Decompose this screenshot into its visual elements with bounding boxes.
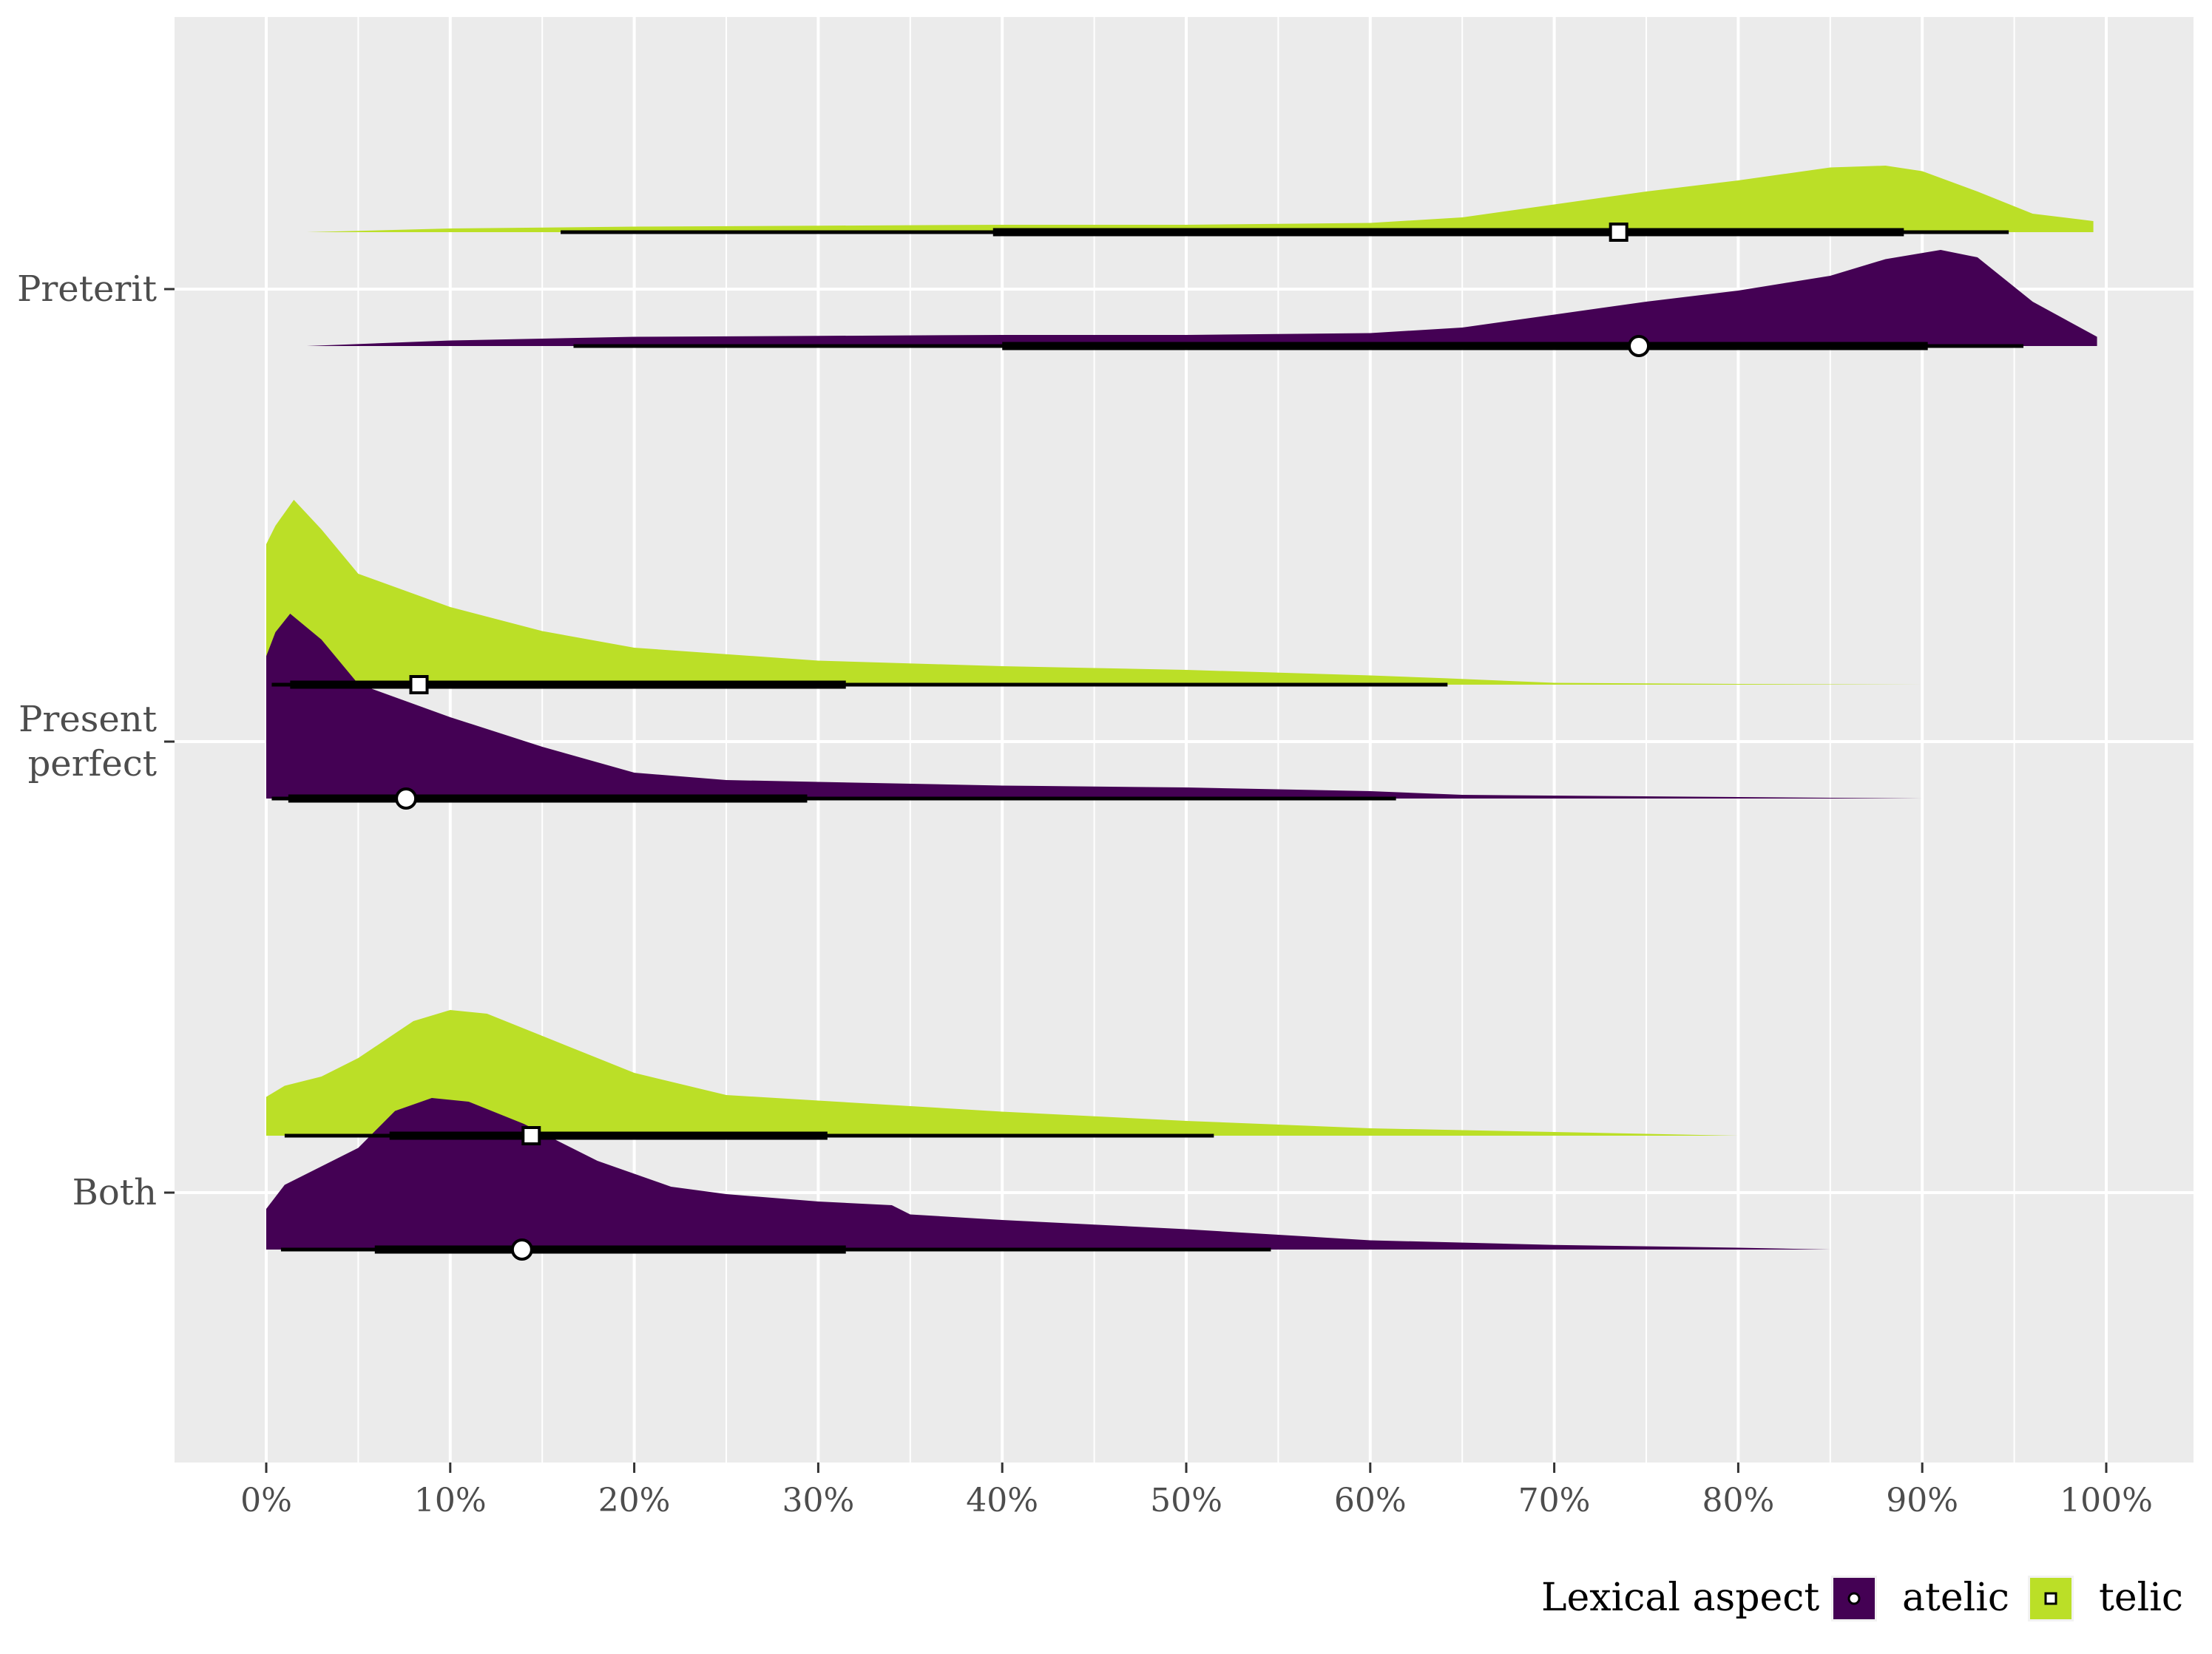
density-atelic — [266, 614, 1923, 799]
legend: Lexical aspect atelic telic — [1541, 1576, 2183, 1621]
y-axis: Preterit Present perfect Both — [17, 268, 175, 1213]
legend-label-telic: telic — [2099, 1576, 2183, 1620]
x-tick-label: 10% — [414, 1482, 487, 1519]
legend-label-atelic: atelic — [1902, 1576, 2009, 1620]
y-tick-label: Both — [72, 1172, 157, 1213]
x-tick-label: 20% — [598, 1482, 671, 1519]
x-tick-label: 60% — [1334, 1482, 1407, 1519]
point-layer — [395, 223, 1651, 1261]
x-axis: 0% 10% 20% 30% 40% 50% 60% 70% 80% 90% 100% — [240, 1462, 2153, 1519]
x-tick-label: 40% — [966, 1482, 1038, 1519]
point-telic — [521, 1126, 541, 1145]
x-tick-label: 0% — [240, 1482, 292, 1519]
point-atelic — [1628, 335, 1651, 357]
point-telic — [1609, 223, 1628, 242]
density-atelic — [306, 250, 2097, 346]
density-telic — [266, 500, 1923, 685]
density-telic — [266, 1010, 1739, 1136]
x-tick-label: 80% — [1702, 1482, 1775, 1519]
x-tick-label: 70% — [1518, 1482, 1591, 1519]
x-tick-label: 100% — [2060, 1482, 2153, 1519]
point-atelic — [395, 787, 418, 810]
density-telic — [306, 166, 2094, 232]
density-atelic — [266, 1098, 1830, 1250]
x-tick-label: 90% — [1886, 1482, 1958, 1519]
legend-title: Lexical aspect — [1541, 1576, 1819, 1620]
density-layer — [266, 166, 2097, 1250]
x-tick-label: 30% — [782, 1482, 855, 1519]
legend-atelic-circle-icon — [1847, 1592, 1861, 1605]
y-tick-label: Present perfect — [18, 699, 157, 784]
x-tick-label: 50% — [1150, 1482, 1222, 1519]
legend-telic-square-icon — [2044, 1592, 2057, 1605]
interval-layer — [271, 228, 2024, 1254]
point-atelic — [510, 1238, 533, 1261]
y-tick-label: Preterit — [17, 268, 157, 310]
point-telic — [409, 675, 429, 694]
